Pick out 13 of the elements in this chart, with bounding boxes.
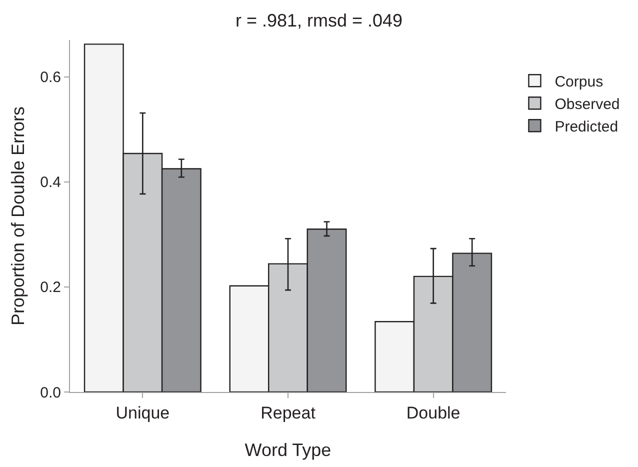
y-tick-label: 0.2 [40,279,61,296]
chart-title: r = .981, rmsd = .049 [235,10,403,31]
y-tick-label: 0.0 [40,384,61,402]
x-tick-label: Unique [116,403,170,422]
y-tick-label: 0.6 [40,69,61,86]
legend-label: Observed [554,96,620,113]
x-axis-title: Word Type [244,440,332,460]
y-tick-label: 0.4 [40,174,61,192]
legend-label: Predicted [554,118,618,136]
y-axis-title: Proportion of Double Errors [8,106,28,326]
x-tick-label: Repeat [260,403,316,422]
legend-label: Corpus [554,73,604,90]
x-tick-label: Double [406,403,460,422]
